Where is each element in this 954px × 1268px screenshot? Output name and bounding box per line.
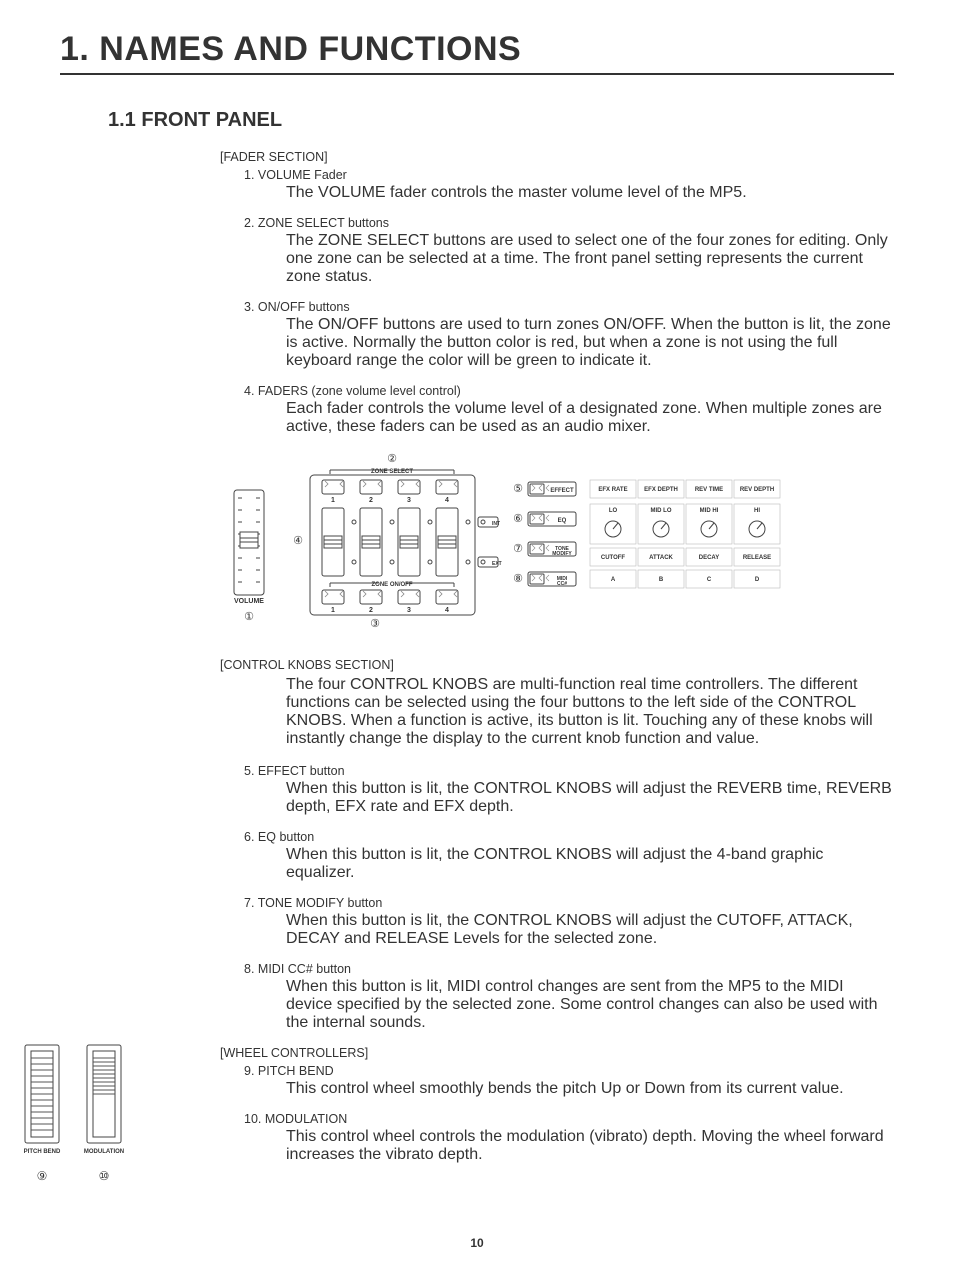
item-desc: When this button is lit, MIDI control ch… <box>286 978 894 1032</box>
svg-text:EFX RATE: EFX RATE <box>598 487 627 493</box>
item-desc: When this button is lit, the CONTROL KNO… <box>286 846 894 882</box>
svg-text:MID LO: MID LO <box>651 508 672 514</box>
callout-8: ⑧ <box>513 573 523 585</box>
item-num: 9. <box>244 1064 254 1078</box>
item-desc: This control wheel smoothly bends the pi… <box>286 1080 894 1098</box>
callout-6: ⑥ <box>513 513 523 525</box>
svg-text:HI: HI <box>754 508 760 514</box>
item-head: 7. TONE MODIFY button <box>244 896 894 910</box>
svg-text:CUTOFF: CUTOFF <box>601 555 626 561</box>
svg-text:ATTACK: ATTACK <box>649 555 673 561</box>
svg-text:REV TIME: REV TIME <box>695 487 723 493</box>
control-knobs-heading: [CONTROL KNOBS SECTION] <box>220 658 894 672</box>
svg-text:MODIFY: MODIFY <box>552 551 572 557</box>
svg-text:RELEASE: RELEASE <box>743 555 771 561</box>
item-head: 1. VOLUME Fader <box>244 168 894 182</box>
item-num: 8. <box>244 962 254 976</box>
item-num: 2. <box>244 216 254 230</box>
wheel-diagram: PITCH BEND ⑨ MODULATION ⑩ <box>15 1040 175 1210</box>
item-desc: Each fader controls the volume level of … <box>286 400 894 436</box>
svg-text:1: 1 <box>331 607 335 614</box>
svg-text:LO: LO <box>609 508 618 514</box>
svg-text:1: 1 <box>331 497 335 504</box>
item-desc: The VOLUME fader controls the master vol… <box>286 184 894 202</box>
item-num: 3. <box>244 300 254 314</box>
item-num: 4. <box>244 384 254 398</box>
svg-text:CC#: CC# <box>557 581 567 587</box>
item-title: EQ button <box>258 830 314 844</box>
svg-text:2: 2 <box>369 497 373 504</box>
svg-text:INT: INT <box>492 521 500 527</box>
item-num: 5. <box>244 764 254 778</box>
zone-select-label: ZONE SELECT <box>371 469 413 475</box>
item-title: ZONE SELECT buttons <box>258 216 389 230</box>
item-desc: The ZONE SELECT buttons are used to sele… <box>286 232 894 286</box>
callout-10: ⑩ <box>99 1169 110 1183</box>
item-title: PITCH BEND <box>258 1064 334 1078</box>
page-number: 10 <box>0 1236 954 1250</box>
item-head: 2. ZONE SELECT buttons <box>244 216 894 230</box>
chapter-title: 1. NAMES AND FUNCTIONS <box>60 30 894 75</box>
svg-text:2: 2 <box>369 607 373 614</box>
item-head: 4. FADERS (zone volume level control) <box>244 384 894 398</box>
item-title: TONE MODIFY button <box>258 896 383 910</box>
item-title: MODULATION <box>265 1112 347 1126</box>
wheel-heading: [WHEEL CONTROLLERS] <box>220 1046 894 1060</box>
item-title: MIDI CC# button <box>258 962 351 976</box>
item-head: 3. ON/OFF buttons <box>244 300 894 314</box>
callout-2: ② <box>387 453 397 465</box>
modulation-label: MODULATION <box>84 1149 124 1155</box>
item-num: 10. <box>244 1112 261 1126</box>
item-desc: When this button is lit, the CONTROL KNO… <box>286 780 894 816</box>
callout-9: ⑨ <box>37 1169 48 1183</box>
item-num: 1. <box>244 168 254 182</box>
svg-text:3: 3 <box>407 607 411 614</box>
callout-5: ⑤ <box>513 483 523 495</box>
callout-3: ③ <box>370 618 380 630</box>
item-desc: This control wheel controls the modulati… <box>286 1128 894 1164</box>
svg-text:EFFECT: EFFECT <box>550 488 574 494</box>
svg-text:3: 3 <box>407 497 411 504</box>
svg-text:MID HI: MID HI <box>700 508 719 514</box>
callout-7: ⑦ <box>513 543 523 555</box>
svg-text:C: C <box>707 577 712 583</box>
zone-onoff-label: ZONE ON/OFF <box>372 582 413 588</box>
item-head: 10. MODULATION <box>244 1112 894 1126</box>
svg-text:A: A <box>611 577 616 583</box>
svg-text:DECAY: DECAY <box>699 555 719 561</box>
item-head: 5. EFFECT button <box>244 764 894 778</box>
item-head: 6. EQ button <box>244 830 894 844</box>
item-desc: The ON/OFF buttons are used to turn zone… <box>286 316 894 370</box>
item-title: VOLUME Fader <box>258 168 347 182</box>
svg-text:EFX DEPTH: EFX DEPTH <box>644 487 678 493</box>
item-num: 6. <box>244 830 254 844</box>
item-num: 7. <box>244 896 254 910</box>
front-panel-diagram: VOLUME ① ② ZONE SELECT 1 2 3 4 <box>230 450 790 640</box>
svg-text:EQ: EQ <box>558 518 567 524</box>
fader-section-heading: [FADER SECTION] <box>220 150 894 164</box>
svg-text:4: 4 <box>445 607 449 614</box>
item-title: ON/OFF buttons <box>258 300 350 314</box>
control-knobs-intro: The four CONTROL KNOBS are multi-functio… <box>286 676 894 748</box>
callout-4: ④ <box>293 535 303 547</box>
item-head: 9. PITCH BEND <box>244 1064 894 1078</box>
svg-text:EXT: EXT <box>492 561 502 567</box>
item-title: EFFECT button <box>258 764 345 778</box>
volume-label: VOLUME <box>234 598 264 605</box>
svg-text:D: D <box>755 577 760 583</box>
callout-1: ① <box>244 611 254 623</box>
item-head: 8. MIDI CC# button <box>244 962 894 976</box>
item-desc: When this button is lit, the CONTROL KNO… <box>286 912 894 948</box>
section-title: 1.1 FRONT PANEL <box>108 109 894 132</box>
svg-text:4: 4 <box>445 497 449 504</box>
svg-text:REV DEPTH: REV DEPTH <box>740 487 774 493</box>
item-title: FADERS (zone volume level control) <box>258 384 461 398</box>
pitch-bend-label: PITCH BEND <box>24 1149 61 1155</box>
svg-text:B: B <box>659 577 664 583</box>
